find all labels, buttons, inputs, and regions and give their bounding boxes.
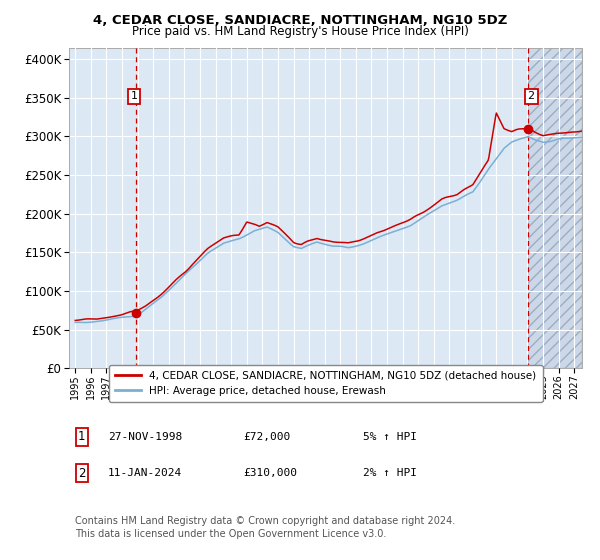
Legend: 4, CEDAR CLOSE, SANDIACRE, NOTTINGHAM, NG10 5DZ (detached house), HPI: Average p: 4, CEDAR CLOSE, SANDIACRE, NOTTINGHAM, N… bbox=[109, 365, 542, 402]
Text: 11-JAN-2024: 11-JAN-2024 bbox=[108, 468, 182, 478]
Text: 27-NOV-1998: 27-NOV-1998 bbox=[108, 432, 182, 442]
Text: £72,000: £72,000 bbox=[243, 432, 290, 442]
Text: 2: 2 bbox=[527, 91, 535, 101]
Text: 1: 1 bbox=[78, 431, 86, 444]
Text: Contains HM Land Registry data © Crown copyright and database right 2024.: Contains HM Land Registry data © Crown c… bbox=[75, 516, 455, 526]
Text: 2% ↑ HPI: 2% ↑ HPI bbox=[363, 468, 417, 478]
Text: 5% ↑ HPI: 5% ↑ HPI bbox=[363, 432, 417, 442]
Bar bbox=[528, 48, 582, 368]
Text: 4, CEDAR CLOSE, SANDIACRE, NOTTINGHAM, NG10 5DZ: 4, CEDAR CLOSE, SANDIACRE, NOTTINGHAM, N… bbox=[93, 14, 507, 27]
Text: 2: 2 bbox=[78, 466, 86, 479]
Text: This data is licensed under the Open Government Licence v3.0.: This data is licensed under the Open Gov… bbox=[75, 529, 386, 539]
Bar bbox=[528, 48, 582, 368]
Text: £310,000: £310,000 bbox=[243, 468, 297, 478]
Text: Price paid vs. HM Land Registry's House Price Index (HPI): Price paid vs. HM Land Registry's House … bbox=[131, 25, 469, 38]
Text: 1: 1 bbox=[131, 91, 137, 101]
